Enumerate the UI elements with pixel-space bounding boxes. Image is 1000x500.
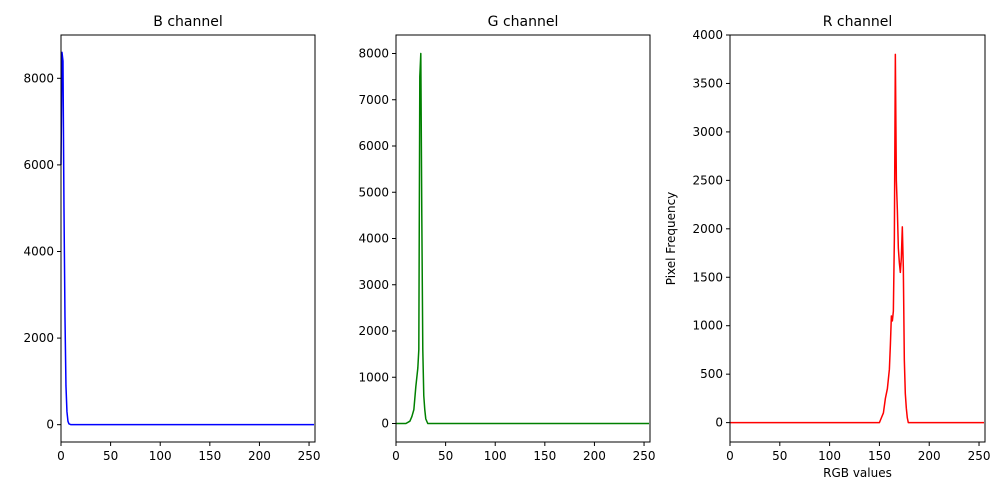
x-tick-label: 250: [633, 449, 656, 463]
chart-panel-3: 0 50 100 150 200 2500500100015002000250030003…: [664, 14, 990, 480]
y-tick-label: 4000: [358, 232, 389, 246]
chart-title: R channel: [823, 14, 893, 30]
x-tick-label: 100: [818, 449, 841, 463]
x-tick-label: 250: [968, 449, 991, 463]
y-tick-label: 8000: [358, 47, 389, 61]
series-line: [60, 51, 315, 426]
x-axis-label: RGB values: [823, 466, 892, 480]
y-tick-label: 2000: [358, 324, 389, 338]
x-tick-label: 250: [298, 449, 321, 463]
axes-frame: [395, 34, 651, 443]
y-tick-label: 0: [46, 418, 54, 432]
series-line: [396, 52, 650, 425]
y-tick-label: 2000: [23, 331, 54, 345]
y-tick-label: 1000: [692, 319, 723, 333]
chart-panel-1: 0 50 100 150 200 250 0 2000 4000 6000 8000 B channe…: [23, 14, 320, 463]
x-tick-label: 50: [772, 449, 787, 463]
y-tick-label: 500: [700, 367, 723, 381]
series-line: [730, 53, 984, 424]
y-tick-label: 6000: [358, 139, 389, 153]
y-tick-label: 3500: [692, 76, 723, 90]
y-tick-label: 1500: [692, 270, 723, 284]
x-tick-label: 100: [149, 449, 172, 463]
y-tick-label: 7000: [358, 93, 389, 107]
y-axis-label: Pixel Frequency: [664, 192, 678, 286]
x-tick-label: 150: [198, 449, 221, 463]
y-tick-label: 0: [715, 416, 723, 430]
x-tick-label: 0: [726, 449, 734, 463]
x-tick-label: 200: [248, 449, 271, 463]
x-tick-label: 150: [533, 449, 556, 463]
y-tick-label: 1000: [358, 370, 389, 384]
axes-frame: [729, 34, 986, 443]
x-tick-label: 0: [392, 449, 400, 463]
x-tick-label: 100: [484, 449, 507, 463]
chart-title: B channel: [153, 14, 222, 30]
x-tick-label: 200: [583, 449, 606, 463]
y-tick-label: 2000: [692, 222, 723, 236]
y-tick-label: 2500: [692, 173, 723, 187]
x-tick-label: 200: [918, 449, 941, 463]
axes-frame: [60, 34, 316, 443]
chart-panel-2: 0 50 100 150 200 250 0 1000 2000 3000 4000 5000 6000…: [358, 14, 655, 463]
y-tick-label: 5000: [358, 185, 389, 199]
x-tick-label: 50: [103, 449, 118, 463]
y-tick-label: 6000: [23, 158, 54, 172]
x-tick-label: 150: [868, 449, 891, 463]
y-tick-label: 4000: [692, 28, 723, 42]
x-tick-label: 50: [438, 449, 453, 463]
x-tick-label: 0: [57, 449, 65, 463]
y-tick-label: 4000: [23, 244, 54, 258]
chart-title: G channel: [488, 14, 559, 30]
y-tick-label: 0: [381, 417, 389, 431]
y-tick-label: 3000: [358, 278, 389, 292]
y-tick-label: 3000: [692, 125, 723, 139]
y-tick-label: 8000: [23, 71, 54, 85]
